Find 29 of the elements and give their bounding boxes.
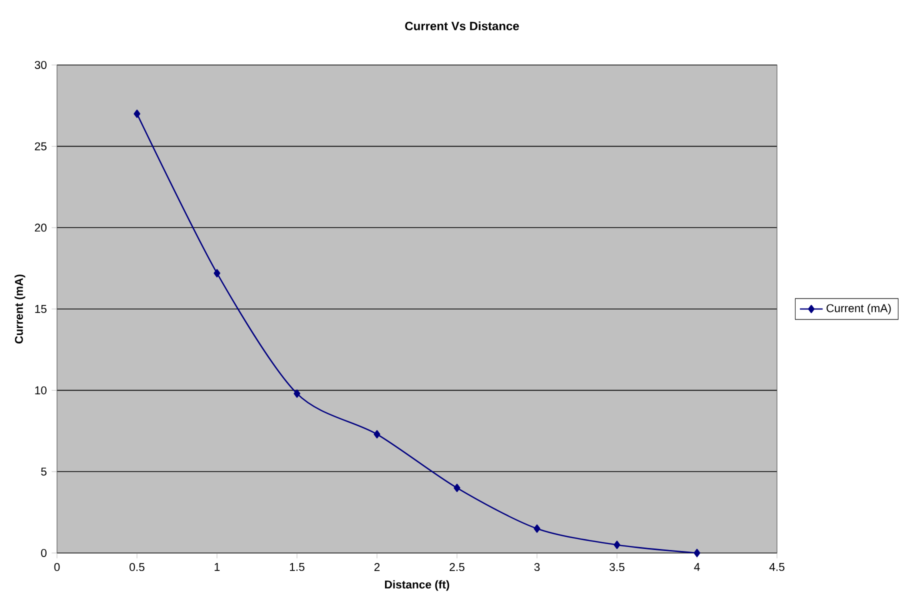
point	[294, 389, 300, 398]
x-tick-label: 1	[214, 563, 220, 571]
y-tick-label: 15	[35, 305, 46, 313]
point	[134, 110, 140, 118]
x-tick-label: 2	[374, 563, 380, 571]
x-tick-label: 0.5	[130, 563, 144, 572]
chart-title: Current Vs Distance	[405, 21, 519, 30]
point	[214, 269, 220, 278]
y-tick-label: 25	[34, 142, 46, 150]
x-tick-label: 4.5	[769, 563, 784, 571]
y-axis-title: Current (mA)	[14, 274, 26, 344]
y-tick-label: 5	[41, 468, 46, 476]
x-tick-label: 0	[54, 563, 60, 572]
y-tick-label: 10	[35, 386, 47, 394]
x-tick-label: 1.5	[290, 563, 304, 571]
x-tick-label: 3	[534, 563, 540, 572]
y-tick-label: 0	[41, 548, 47, 557]
x-tick-label: 4	[694, 563, 700, 571]
x-tick-label: 2.5	[450, 563, 464, 572]
y-tick-label: 20	[34, 224, 47, 232]
x-axis-title: Distance (ft)	[385, 580, 450, 591]
legend-label: Current (mA)	[826, 304, 891, 314]
point	[454, 484, 460, 492]
y-tick-label: 30	[34, 60, 47, 69]
point	[614, 540, 620, 549]
point	[534, 524, 540, 533]
x-tick-label: 3.5	[610, 563, 624, 572]
point	[374, 430, 380, 438]
point	[694, 548, 700, 558]
